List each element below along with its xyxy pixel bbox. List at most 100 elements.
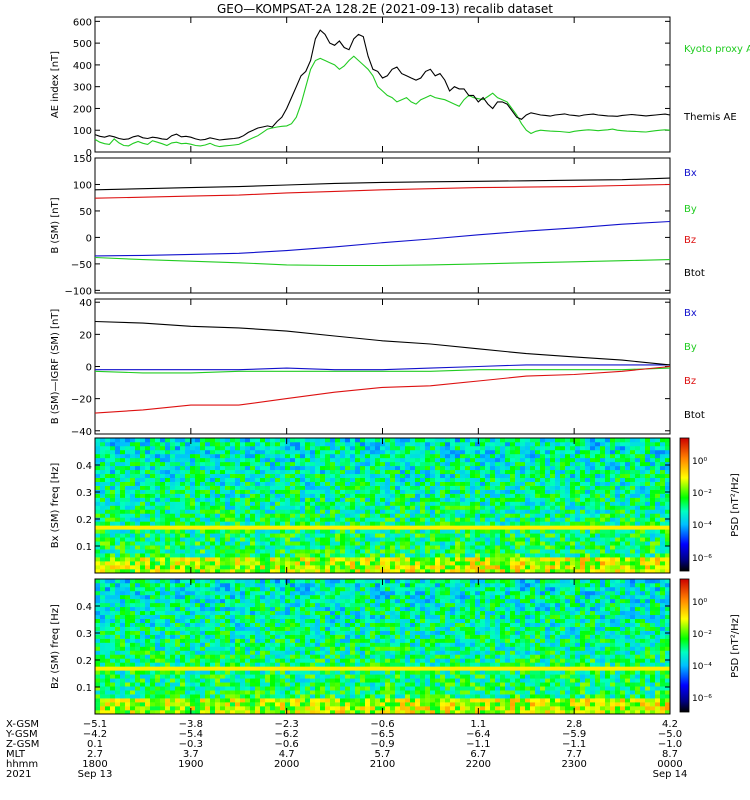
spec-bx-cell: [635, 541, 641, 546]
spec-bx-cell: [485, 438, 491, 443]
spec-bx-cell: [265, 449, 271, 455]
spec-bx-cell: [500, 445, 506, 451]
spec-bx-cell: [575, 445, 581, 451]
spec-bx-cell: [140, 485, 146, 490]
spec-bz-cell: [195, 654, 201, 659]
spec-bz-cell: [185, 698, 191, 703]
spec-bx-cell: [460, 438, 466, 443]
spec-bz-cell: [145, 710, 151, 715]
spec-bz-cell: [160, 666, 166, 671]
spec-bz-cell: [165, 590, 171, 596]
spec-bx-cell: [415, 533, 421, 538]
spec-bx-cell: [370, 445, 376, 451]
spec-bz-cell: [200, 650, 206, 655]
spec-bx-cell: [280, 497, 286, 502]
spec-bx-cell: [105, 461, 111, 467]
spec-bx-cell: [100, 485, 106, 490]
spec-bx-cell: [665, 485, 671, 490]
spec-bx-cell: [660, 445, 666, 451]
spec-bz-cell: [160, 694, 166, 699]
spec-bx-cell: [200, 537, 206, 542]
spec-bx-cell: [190, 445, 196, 451]
spec-bx-cell: [140, 541, 146, 546]
spec-bx-cell: [420, 473, 426, 479]
spec-bx-cell: [280, 513, 286, 518]
spec-bx-cell: [500, 497, 506, 502]
spec-bx-cell: [455, 477, 461, 482]
spec-bx-cell: [130, 541, 136, 546]
spec-bx-cell: [330, 521, 336, 526]
spec-bx-cell: [630, 513, 636, 518]
spec-bz-cell: [190, 658, 196, 663]
spec-bz-cell: [190, 586, 196, 592]
spec-bx-cell: [135, 509, 141, 514]
spec-bx-cell: [485, 549, 491, 554]
spec-bz-cell: [120, 586, 126, 592]
spec-bz-cell: [220, 626, 226, 631]
spec-bx-cell: [95, 477, 101, 482]
spec-bx-cell: [590, 493, 596, 498]
spec-bx-cell: [115, 517, 121, 522]
spec-bx-cell: [540, 557, 546, 562]
spec-bx-cell: [380, 485, 386, 490]
spec-bz-cell: [195, 590, 201, 596]
spec-bx-cell: [530, 561, 536, 566]
spec-bx-cell: [420, 445, 426, 451]
spec-bx-cell: [515, 557, 521, 562]
spec-bz-cell: [115, 678, 121, 683]
spec-bx-cell: [520, 497, 526, 502]
spec-bz-cell: [210, 710, 216, 715]
spec-bx-cell: [455, 485, 461, 490]
spec-bx-cell: [425, 501, 431, 506]
spec-bx-cell: [495, 525, 501, 530]
spec-bz-cell: [125, 646, 131, 651]
spec-bz-cell: [155, 666, 161, 671]
spec-bx-cell: [295, 517, 301, 522]
spec-bx-cell: [355, 565, 361, 570]
spec-bx-cell: [435, 438, 441, 443]
spec-bx-cell: [625, 545, 631, 550]
spec-bz-cell: [120, 702, 126, 707]
spec-bx-cell: [265, 493, 271, 498]
spec-bx-cell: [550, 549, 556, 554]
spec-bx-cell: [280, 489, 286, 494]
spec-bx-cell: [240, 557, 246, 562]
spec-bx-cell: [640, 513, 646, 518]
spec-bx-cell: [665, 525, 671, 530]
spec-bx-cell: [550, 501, 556, 506]
spec-bz-cell: [150, 658, 156, 663]
spec-bz-cell: [145, 602, 151, 608]
spec-bx-cell: [190, 493, 196, 498]
spec-bx-cell: [310, 509, 316, 514]
spec-bz-cell: [210, 614, 216, 620]
spec-bx-cell: [580, 438, 586, 443]
spec-bz-cell: [200, 634, 206, 639]
spec-bx-cell: [520, 509, 526, 514]
spec-bx-cell: [120, 457, 126, 463]
spec-bx-cell: [565, 465, 571, 471]
spec-bx-cell: [210, 569, 216, 574]
spec-bz-cell: [210, 638, 216, 643]
spec-bz-cell: [120, 654, 126, 659]
spec-bx-cell: [230, 493, 236, 498]
spec-bz-cell: [135, 618, 141, 623]
spec-bx-cell: [115, 449, 121, 455]
spec-bx-cell: [255, 533, 261, 538]
spec-bx-cell: [425, 481, 431, 486]
spec-bx-cell: [265, 501, 271, 506]
spec-bx-cell: [260, 537, 266, 542]
spec-bz-cell: [170, 710, 176, 715]
spec-bz-cell: [160, 706, 166, 711]
spec-bx-cell: [650, 453, 656, 459]
spec-bx-cell: [630, 561, 636, 566]
spec-bx-cell: [280, 477, 286, 482]
spec-bz-cell: [215, 586, 221, 592]
spec-bx-cell: [505, 449, 511, 455]
spec-bx-cell: [630, 489, 636, 494]
spec-bx-cell: [445, 553, 451, 558]
spec-bx-cell: [650, 497, 656, 502]
spec-bz-cell: [175, 610, 181, 616]
spec-bx-cell: [615, 481, 621, 486]
spec-bz-cell: [110, 582, 116, 588]
spec-bz-cell: [170, 674, 176, 679]
